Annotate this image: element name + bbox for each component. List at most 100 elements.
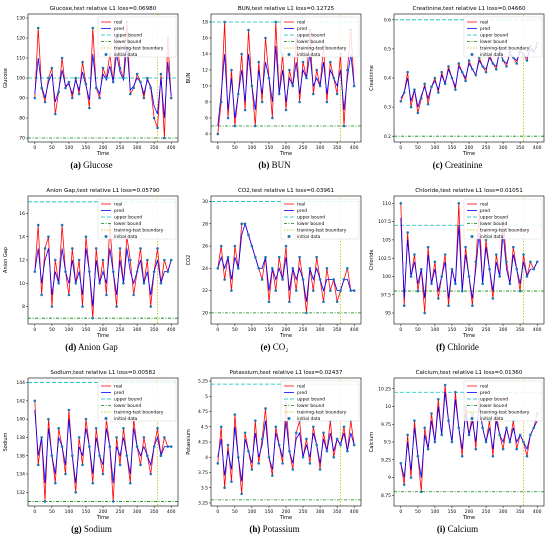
caption-letter: (h)	[249, 524, 261, 534]
x-tick-label: 0	[33, 327, 36, 333]
y-tick-label: 12	[202, 68, 208, 74]
x-tick-label: 400	[533, 509, 542, 515]
x-tick-label: 50	[232, 509, 238, 515]
initial-data-point	[433, 440, 437, 444]
initial-data-point	[77, 436, 81, 439]
x-tick-label: 350	[516, 509, 525, 515]
initial-data-point	[518, 433, 522, 437]
initial-data-point	[522, 253, 525, 256]
y-tick-label: 138	[16, 435, 25, 441]
caption-text: CO₂	[272, 342, 289, 352]
x-tick-label: 300	[499, 327, 508, 333]
caption-letter: (a)	[70, 160, 81, 170]
chart-bun: BUN,test relative L1 loss=0.12725 0 50 100 1…	[186, 6, 362, 157]
initial-data-point	[219, 244, 223, 248]
initial-data-point	[169, 96, 173, 100]
caption-creatinine: (c) Creatinine	[366, 160, 549, 170]
initial-data-point	[84, 82, 88, 86]
x-tick-label: 0	[216, 327, 219, 333]
initial-data-point	[440, 433, 444, 437]
initial-data-point	[108, 445, 112, 448]
initial-data-point	[515, 447, 519, 451]
panel-bun: BUN,test relative L1 loss=0.12725 0 50 100 1…	[183, 0, 366, 182]
initial-data-point	[98, 281, 101, 285]
y-tick-label: 0.5	[384, 47, 391, 53]
legend-boundary-label: training-test boundary	[114, 46, 164, 52]
initial-data-point	[505, 260, 508, 264]
initial-data-point	[274, 425, 278, 429]
initial-data-point	[339, 443, 342, 447]
initial-data-point	[159, 454, 163, 458]
x-tick-label: 150	[448, 327, 457, 333]
legend-initial-data-swatch	[104, 53, 108, 56]
initial-data-point	[146, 258, 149, 262]
initial-data-point	[277, 443, 281, 447]
x-tick-label: 50	[49, 509, 55, 515]
initial-data-point	[402, 483, 406, 486]
panel-calcium: Calcium,test relative L1 loss=0.01360 0 50…	[366, 364, 549, 546]
initial-data-point	[233, 413, 237, 416]
initial-data-point	[115, 305, 118, 308]
y-tick-label: 100	[16, 76, 25, 82]
initial-data-point	[332, 455, 336, 459]
y-tick-label: 105	[382, 237, 391, 243]
initial-data-point	[325, 100, 329, 104]
initial-data-point	[501, 447, 505, 451]
legend-real-label: real	[297, 384, 305, 390]
initial-data-point	[64, 86, 67, 90]
initial-data-point	[406, 231, 409, 234]
legend-lower-bound-label: lower bound	[297, 221, 324, 227]
initial-data-point	[88, 106, 91, 110]
initial-data-point	[71, 96, 74, 100]
caption-letter: (c)	[432, 160, 443, 170]
y-tick-label: 9.25	[381, 457, 391, 463]
initial-data-point	[71, 454, 74, 458]
initial-data-point	[105, 293, 108, 297]
initial-data-point	[98, 96, 101, 100]
initial-data-point	[226, 255, 230, 259]
legend-initial-data-swatch	[287, 417, 291, 420]
legend-box	[463, 198, 543, 240]
y-axis-label: BUN	[186, 72, 192, 83]
initial-data-point	[230, 289, 233, 292]
legend-real-label: real	[114, 384, 122, 390]
y-axis-label: Chloride	[369, 250, 375, 271]
y-tick-label: 0.4	[384, 76, 391, 82]
initial-data-point	[529, 433, 532, 437]
x-tick-label: 200	[99, 327, 108, 333]
x-tick-label: 0	[399, 509, 402, 515]
x-tick-label: 150	[265, 327, 274, 333]
initial-data-point	[240, 52, 243, 56]
initial-data-point	[433, 260, 437, 264]
initial-data-point	[291, 468, 295, 471]
initial-data-point	[416, 111, 420, 115]
initial-data-point	[291, 267, 295, 270]
initial-data-point	[36, 223, 40, 227]
y-tick-label: 70	[19, 136, 25, 142]
initial-data-point	[352, 443, 356, 447]
caption-letter: (i)	[436, 524, 446, 534]
initial-data-point	[437, 297, 440, 300]
initial-data-point	[457, 202, 461, 205]
initial-data-point	[346, 449, 349, 453]
x-tick-label: 100	[248, 145, 257, 151]
y-tick-label: 16	[19, 211, 25, 217]
initial-data-point	[247, 28, 250, 32]
initial-data-point	[233, 244, 237, 248]
x-tick-label: 250	[299, 509, 308, 515]
legend-boundary-label: training-test boundary	[114, 410, 164, 416]
initial-data-point	[315, 255, 318, 259]
initial-data-point	[111, 270, 115, 273]
caption-letter: (b)	[258, 160, 270, 170]
legend-box	[97, 198, 177, 240]
initial-data-point	[60, 56, 64, 60]
initial-data-point	[508, 282, 512, 286]
x-tick-label: 100	[431, 509, 440, 515]
caption-text: Potassium	[262, 524, 300, 534]
initial-data-point	[274, 289, 278, 292]
y-axis-label: Creatinine	[369, 65, 375, 91]
initial-data-point	[254, 255, 257, 259]
initial-data-point	[152, 116, 156, 120]
initial-data-point	[423, 426, 426, 430]
legend-initial-data-swatch	[104, 235, 108, 238]
